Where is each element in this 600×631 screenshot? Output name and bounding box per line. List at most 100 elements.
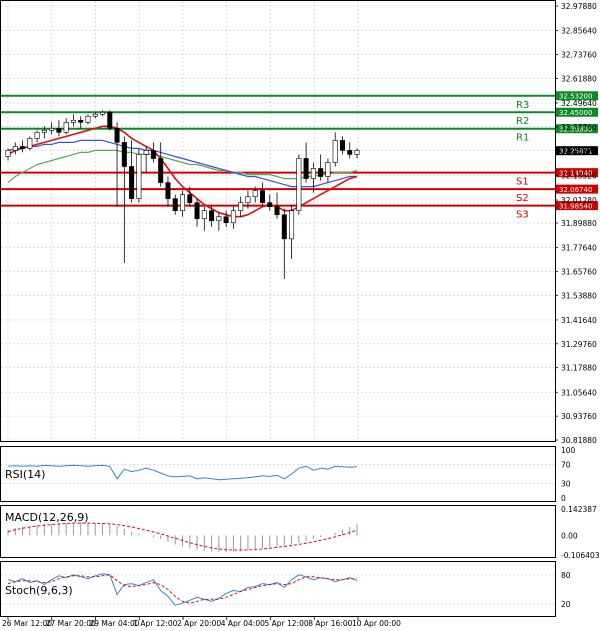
level-label-s2: S2	[516, 193, 529, 204]
current-price-text: 32.25871	[559, 147, 592, 155]
rsi-tick-label: 100	[561, 446, 576, 455]
candle-body	[12, 146, 18, 151]
x-tick-label: 8 Apr 16:00	[308, 619, 352, 628]
level-tag-text-s2: 32.06740	[559, 186, 592, 194]
candle-body	[143, 150, 149, 155]
y-tick-label: 31.29760	[561, 340, 597, 349]
candle-body	[194, 202, 200, 220]
x-tick-label: 5 Apr 12:00	[265, 619, 309, 628]
stoch-signal-line	[7, 574, 357, 604]
macd-tick-label: 0.142387	[561, 505, 597, 514]
stoch-tick-label: 20	[561, 600, 571, 609]
level-label-s3: S3	[516, 210, 529, 221]
level-label-r1: R1	[516, 133, 529, 144]
y-tick-label: 32.01280	[561, 196, 597, 205]
price-candles	[5, 110, 360, 280]
candle-body	[281, 214, 287, 240]
level-tag-text-r1: 32.36800	[559, 126, 592, 134]
rsi-tick-label: 30	[561, 480, 571, 489]
stochastic-panel: 80 20	[1, 571, 571, 609]
candle-body	[259, 190, 265, 203]
level-tag-r1	[556, 124, 598, 134]
candle-body	[223, 216, 229, 224]
x-tick-label: 26 Mar 12:00	[2, 619, 52, 628]
rsi-panel-border	[0, 446, 556, 502]
level-tag-s2	[556, 184, 598, 194]
x-tick-label: 1 Apr 12:00	[133, 619, 177, 628]
candle-body	[347, 150, 353, 155]
rsi-line	[7, 464, 358, 481]
candle-body	[158, 158, 164, 183]
candle-body	[85, 115, 91, 123]
level-tag-text-r2: 32.45000	[559, 109, 592, 117]
rsi-panel: 100 70 30 0	[1, 446, 576, 503]
candle-body	[274, 206, 280, 216]
y-tick-label: 30.81880	[561, 436, 597, 445]
rsi-tick-label: 0	[561, 494, 566, 503]
main-grid	[1, 1, 555, 441]
candle-body	[318, 168, 324, 177]
candle-body	[49, 128, 55, 131]
x-tick-label: 4 Apr 04:00	[221, 619, 265, 628]
y-tick-label: 32.13520	[561, 172, 597, 181]
y-tick-label: 31.53880	[561, 291, 597, 300]
current-price-tag	[556, 146, 598, 156]
candle-body	[172, 198, 178, 212]
candle-body	[180, 194, 186, 212]
rsi-tick-label: 70	[561, 460, 571, 469]
y-tick-label: 30.93760	[561, 412, 597, 421]
candle-body	[121, 142, 127, 167]
candle-body	[100, 111, 106, 115]
y-tick-label: 32.85640	[561, 27, 597, 36]
candle-body	[310, 168, 316, 179]
level-tag-r3	[556, 91, 598, 101]
stoch-tick-label: 80	[561, 571, 571, 580]
y-tick-label: 32.37760	[561, 123, 597, 132]
level-tag-text-r3: 32.53200	[559, 93, 592, 101]
stoch-title: Stoch(9,6,3)	[5, 584, 73, 597]
candle-body	[187, 194, 193, 203]
y-tick-label: 32.25871	[561, 147, 597, 156]
candle-body	[114, 128, 120, 143]
level-tag-r2	[556, 107, 598, 117]
y-tick-label: 32.49640	[561, 99, 597, 108]
candle-body	[63, 121, 69, 133]
x-tick-label: 29 Mar 04:00	[90, 619, 140, 628]
stoch-panel-border	[0, 561, 556, 617]
y-tick-label: 31.41640	[561, 316, 597, 325]
candle-body	[70, 119, 76, 123]
candle-body	[165, 182, 171, 199]
candle-body	[339, 140, 345, 151]
y-tick-label: 31.89880	[561, 219, 597, 228]
main-panel-border	[0, 0, 556, 442]
candle-body	[289, 210, 295, 240]
candle-body	[303, 158, 309, 179]
candle-body	[209, 210, 215, 222]
rsi-title: RSI(14)	[5, 468, 45, 481]
candle-body	[150, 150, 156, 159]
candle-body	[201, 210, 207, 220]
candle-body	[216, 216, 222, 222]
y-tick-label: 31.77640	[561, 244, 597, 253]
y-tick-label: 32.61880	[561, 74, 597, 83]
x-tick-label: 2 Apr 20:00	[177, 619, 221, 628]
level-tag-text-s1: 32.14940	[559, 169, 592, 177]
level-label-r3: R3	[516, 100, 529, 111]
y-tick-label: 31.05640	[561, 388, 597, 397]
x-tick-label: 27 Mar 20:00	[46, 619, 96, 628]
candle-body	[238, 202, 244, 212]
level-label-r2: R2	[516, 116, 529, 127]
level-tag-s1	[556, 168, 598, 178]
macd-signal-line	[7, 522, 358, 551]
candle-body	[325, 162, 331, 177]
x-tick-label: 10 Apr 00:00	[352, 619, 401, 628]
candle-body	[41, 130, 47, 133]
level-tag-text-s3: 31.98540	[559, 202, 592, 210]
candle-body	[5, 150, 11, 157]
candle-body	[78, 119, 84, 123]
candle-body	[230, 210, 236, 224]
macd-panel-border	[0, 505, 556, 558]
macd-panel: 0.142387 0.00 -0.106403	[7, 505, 600, 560]
